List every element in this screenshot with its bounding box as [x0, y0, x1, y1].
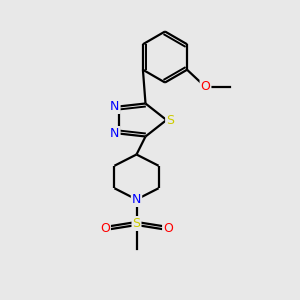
- Text: N: N: [110, 100, 120, 113]
- Text: S: S: [133, 217, 140, 230]
- Text: N: N: [110, 127, 120, 140]
- Text: O: O: [163, 221, 173, 235]
- Text: S: S: [166, 113, 174, 127]
- Text: N: N: [132, 193, 141, 206]
- Text: O: O: [100, 221, 110, 235]
- Text: O: O: [201, 80, 210, 94]
